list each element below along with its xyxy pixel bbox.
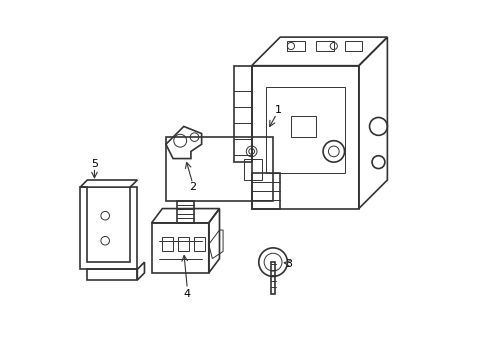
Text: 4: 4 — [183, 289, 190, 299]
Text: 5: 5 — [91, 159, 98, 169]
Text: 1: 1 — [274, 105, 282, 115]
Text: 3: 3 — [285, 259, 292, 269]
Text: 2: 2 — [189, 182, 196, 192]
